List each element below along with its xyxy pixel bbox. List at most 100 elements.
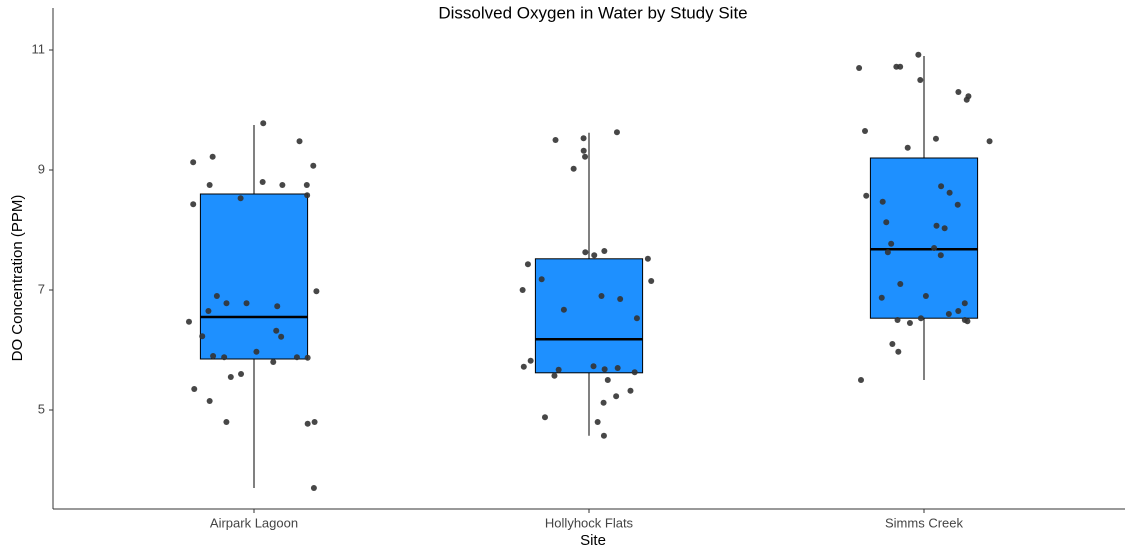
data-point xyxy=(237,195,244,202)
y-tick-label: 11 xyxy=(32,41,46,56)
data-point xyxy=(238,371,245,377)
data-point xyxy=(199,333,206,340)
data-point xyxy=(883,219,890,226)
box xyxy=(199,193,309,360)
data-point xyxy=(917,315,924,322)
data-point xyxy=(273,327,280,334)
data-point xyxy=(888,240,895,247)
data-point xyxy=(961,300,968,307)
data-point xyxy=(590,363,597,370)
data-point xyxy=(878,294,885,301)
data-point xyxy=(552,137,559,143)
data-point xyxy=(879,198,886,205)
data-point xyxy=(227,374,234,380)
y-tick-label: 9 xyxy=(38,161,45,176)
data-point xyxy=(594,419,601,425)
data-point xyxy=(946,189,953,196)
data-point xyxy=(253,348,260,355)
data-point xyxy=(644,255,651,262)
data-point xyxy=(206,398,213,404)
data-point xyxy=(274,303,281,310)
data-point xyxy=(293,354,300,361)
data-point xyxy=(582,153,589,160)
data-point xyxy=(580,147,587,154)
data-point xyxy=(278,333,285,340)
data-point xyxy=(580,135,587,142)
data-point xyxy=(941,225,948,232)
data-point xyxy=(519,287,526,293)
data-point xyxy=(955,89,962,95)
data-point xyxy=(209,153,216,160)
data-point xyxy=(601,248,608,254)
x-tick-label: Airpark Lagoon xyxy=(210,515,298,530)
data-point xyxy=(190,159,197,166)
data-point xyxy=(591,252,598,259)
data-point xyxy=(895,348,902,355)
data-point xyxy=(206,182,213,188)
data-point xyxy=(555,366,562,373)
data-point xyxy=(191,386,198,392)
data-point xyxy=(884,249,891,256)
data-point xyxy=(205,308,212,314)
data-point xyxy=(601,366,608,373)
data-point xyxy=(862,128,869,134)
y-tick-label: 7 xyxy=(38,281,45,296)
data-point xyxy=(863,192,870,199)
data-point xyxy=(938,183,945,190)
data-point xyxy=(210,353,217,359)
data-point xyxy=(243,300,250,307)
data-point xyxy=(223,419,230,425)
data-point xyxy=(259,179,266,185)
x-tick-label: Hollyhock Flats xyxy=(545,515,634,530)
data-point xyxy=(954,201,961,208)
data-point xyxy=(894,317,901,323)
data-point xyxy=(524,261,531,268)
data-point xyxy=(538,276,545,283)
data-point xyxy=(955,308,962,314)
data-point xyxy=(260,120,267,127)
y-tick-label: 5 xyxy=(38,401,45,416)
data-point xyxy=(986,138,993,145)
data-point xyxy=(627,387,634,394)
data-point xyxy=(221,354,228,361)
data-point xyxy=(906,320,913,326)
data-point xyxy=(304,354,311,361)
data-point xyxy=(303,182,310,188)
data-point xyxy=(904,144,911,151)
data-point xyxy=(857,377,864,383)
data-point xyxy=(310,485,317,491)
data-point xyxy=(551,372,558,379)
data-point xyxy=(213,293,220,299)
data-point xyxy=(296,138,303,145)
data-point xyxy=(304,192,311,199)
y-axis-title: DO Concentration (PPM) xyxy=(9,195,26,362)
data-point xyxy=(631,369,638,376)
box xyxy=(869,157,979,319)
data-point xyxy=(310,162,317,169)
data-point xyxy=(915,51,922,58)
data-point xyxy=(223,300,230,307)
data-point xyxy=(617,296,624,302)
data-point xyxy=(604,377,611,383)
data-point xyxy=(279,182,286,188)
data-point xyxy=(613,129,620,136)
data-point xyxy=(270,359,277,365)
data-point xyxy=(922,293,929,299)
data-point xyxy=(560,306,567,313)
box xyxy=(534,258,644,374)
x-tick-label: Simms Creek xyxy=(885,515,964,530)
data-point xyxy=(541,414,548,421)
data-point xyxy=(937,252,944,259)
chart-title: Dissolved Oxygen in Water by Study Site xyxy=(438,3,747,22)
data-point xyxy=(893,63,900,70)
data-point xyxy=(933,222,940,229)
data-point xyxy=(963,96,970,103)
data-point xyxy=(917,77,924,83)
data-point xyxy=(311,419,318,425)
data-point xyxy=(614,365,621,371)
x-axis-title: Site xyxy=(580,532,606,549)
data-point xyxy=(527,357,534,364)
data-point xyxy=(633,315,640,322)
data-point xyxy=(190,201,197,208)
